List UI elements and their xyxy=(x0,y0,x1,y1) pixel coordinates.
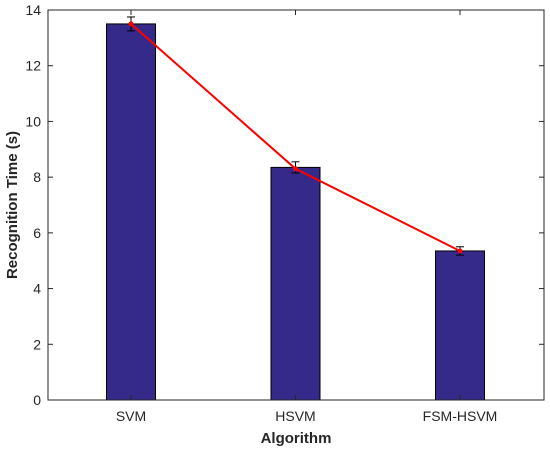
x-tick-label-hsvm: HSVM xyxy=(275,408,315,424)
y-tick-label: 4 xyxy=(33,281,41,297)
trend-point-fsm-hsvm xyxy=(457,248,463,254)
y-tick-label: 10 xyxy=(25,113,41,129)
x-tick-label-fsm-hsvm: FSM-HSVM xyxy=(423,408,498,424)
y-axis-title: Recognition Time (s) xyxy=(4,131,21,279)
trend-point-svm xyxy=(128,21,134,27)
y-tick-label: 6 xyxy=(33,225,41,241)
chart-marks xyxy=(106,16,485,401)
trend-point-hsvm xyxy=(293,166,298,172)
chart-ticks: 0 2 4 6 8 10 12 14 SVM HSVM FSM-HSVM xyxy=(25,2,544,424)
y-tick-label: 8 xyxy=(33,169,41,185)
bar-hsvm xyxy=(270,166,321,401)
x-tick-label-svm: SVM xyxy=(116,408,146,424)
y-tick-label: 12 xyxy=(25,58,41,74)
bar-fsm-hsvm xyxy=(435,250,485,401)
x-axis-title: Algorithm xyxy=(261,430,332,447)
y-tick-label: 14 xyxy=(25,2,41,18)
y-tick-label: 0 xyxy=(33,392,41,408)
y-tick-label: 2 xyxy=(33,336,41,352)
bar-svm xyxy=(106,23,156,401)
